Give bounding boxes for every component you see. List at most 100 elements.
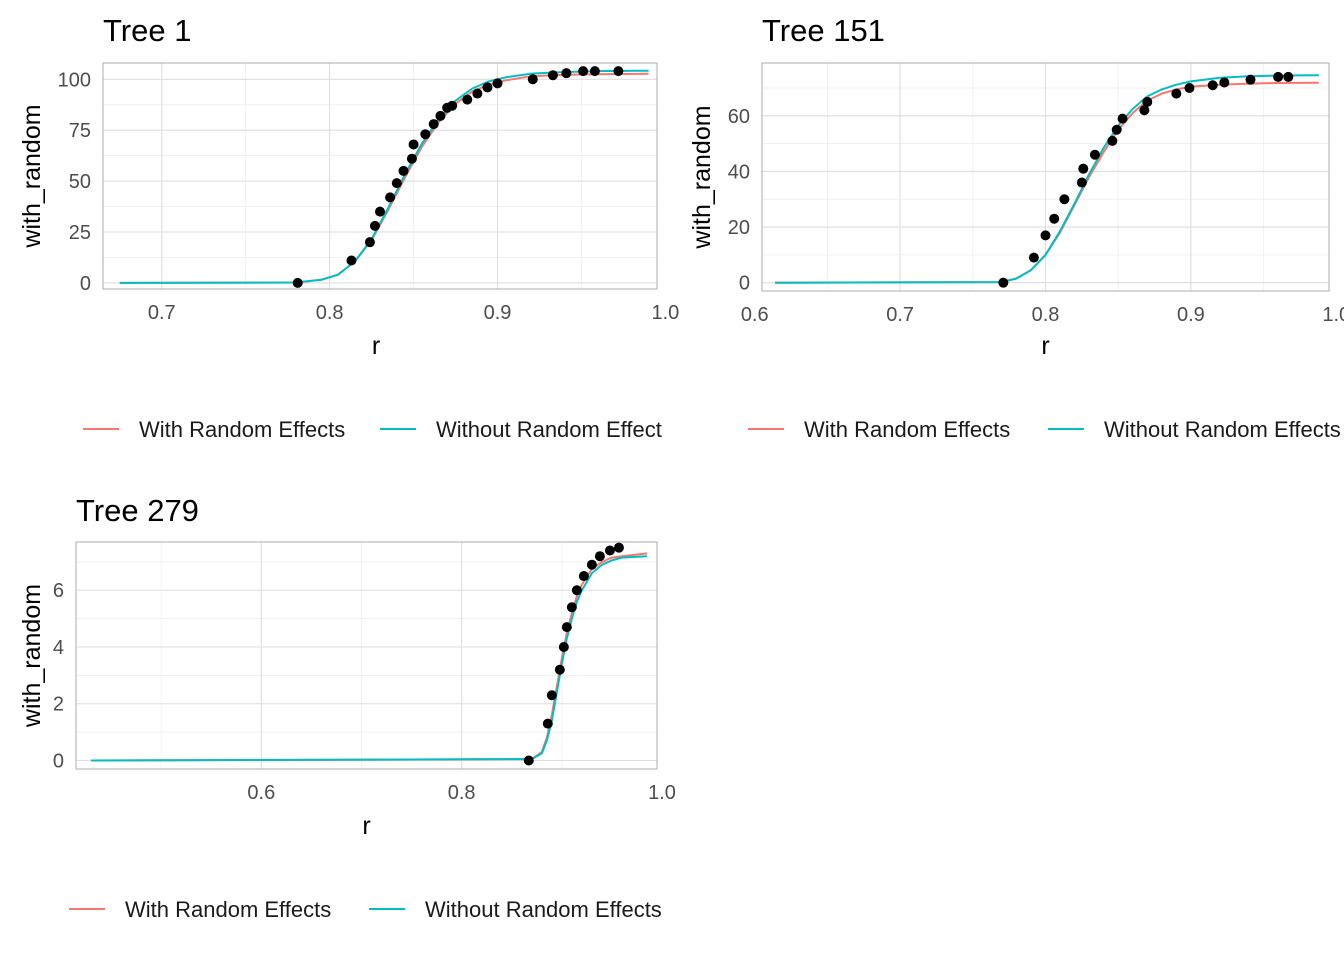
series-line-with-random-effects <box>119 72 649 284</box>
y-tick-label: 0 <box>53 750 64 772</box>
panel-1: Tree 1 0.7 0.8 0.9 1.0 0 25 50 75 100 r with_random… <box>18 13 679 442</box>
chart-title: Tree 1 <box>103 13 191 48</box>
data-point <box>589 66 600 77</box>
x-tick-label: 0.8 <box>1032 304 1060 326</box>
data-point <box>428 119 439 130</box>
data-point <box>578 571 589 582</box>
data-point <box>292 277 303 288</box>
data-point <box>1059 194 1070 205</box>
x-tick-label: 1.0 <box>648 782 676 804</box>
data-point <box>385 192 396 203</box>
y-tick-label: 2 <box>53 694 64 716</box>
data-point <box>578 66 589 77</box>
data-point <box>1171 88 1182 99</box>
x-tick-label: 1.0 <box>1322 304 1344 326</box>
data-point <box>391 178 402 189</box>
data-point <box>604 545 615 556</box>
data-point <box>1040 230 1051 241</box>
data-point <box>1142 96 1153 107</box>
legend-label: Without Random Effects <box>425 897 662 922</box>
data-point <box>375 206 385 217</box>
data-point <box>1117 113 1128 124</box>
data-point <box>435 110 446 121</box>
y-axis-label: with_random <box>688 105 716 249</box>
data-point <box>1219 77 1230 88</box>
x-tick-label: 0.9 <box>484 302 512 324</box>
legend-label: Without Random Effect <box>436 417 662 442</box>
legend-label: With Random Effects <box>804 417 1010 442</box>
data-point <box>408 139 419 150</box>
y-tick-label: 50 <box>69 171 91 193</box>
y-tick-label: 25 <box>69 222 91 244</box>
data-point <box>561 622 572 633</box>
legend-label: With Random Effects <box>139 417 345 442</box>
data-point <box>554 664 565 675</box>
chart-title: Tree 279 <box>76 493 199 528</box>
y-axis-label: with_random <box>18 104 46 248</box>
data-point <box>1107 135 1118 146</box>
data-point <box>558 641 569 652</box>
data-point <box>523 755 534 766</box>
data-point <box>420 129 431 140</box>
x-tick-label: 0.6 <box>741 304 769 326</box>
y-tick-label: 40 <box>728 161 750 183</box>
x-tick-label: 0.9 <box>1177 304 1205 326</box>
data-point <box>1273 71 1284 82</box>
data-point <box>571 585 582 596</box>
data-point <box>1139 105 1150 116</box>
data-point <box>472 88 483 99</box>
data-point <box>1089 149 1100 160</box>
y-tick-label: 4 <box>53 637 64 659</box>
y-tick-label: 0 <box>80 273 91 295</box>
data-point <box>1184 83 1195 94</box>
data-point <box>1078 163 1089 174</box>
data-point <box>492 78 503 89</box>
legend-label: Without Random Effects <box>1104 417 1341 442</box>
data-point <box>482 82 493 93</box>
data-point <box>594 551 605 562</box>
y-tick-label: 60 <box>728 106 750 128</box>
data-point <box>1245 74 1256 85</box>
series-line-without-random-effects <box>119 69 649 284</box>
data-point <box>613 542 624 553</box>
x-tick-label: 0.8 <box>448 782 476 804</box>
y-tick-label: 75 <box>69 120 91 142</box>
data-point <box>406 153 417 164</box>
series-line-without-random-effects <box>775 74 1319 284</box>
plot-panel-border <box>761 62 1330 292</box>
data-point <box>398 165 409 176</box>
x-tick-label: 0.7 <box>886 304 914 326</box>
data-point <box>462 94 473 105</box>
y-tick-label: 20 <box>728 217 750 239</box>
legend-label: With Random Effects <box>125 897 331 922</box>
data-point <box>364 237 375 248</box>
data-point <box>547 70 558 81</box>
plot-panel-border <box>75 541 658 770</box>
y-tick-label: 100 <box>58 69 91 91</box>
data-point <box>586 559 597 570</box>
data-point <box>613 66 624 77</box>
data-point <box>1207 80 1218 91</box>
data-point <box>546 690 557 701</box>
data-point <box>369 220 380 231</box>
y-tick-label: 6 <box>53 580 64 602</box>
data-point <box>998 277 1009 288</box>
plot-panel-border <box>102 62 658 290</box>
data-point <box>561 68 572 79</box>
x-tick-label: 0.8 <box>316 302 344 324</box>
legend: With Random Effects Without Random Effect <box>83 417 662 442</box>
data-point <box>447 100 458 111</box>
x-tick-label: 0.6 <box>247 782 275 804</box>
legend: With Random Effects Without Random Effect… <box>69 897 662 922</box>
data-point <box>1028 252 1039 263</box>
series-line-without-random-effects <box>90 555 648 762</box>
data-point <box>1111 124 1122 135</box>
y-axis-label: with_random <box>18 584 46 728</box>
legend: With Random Effects Without Random Effect… <box>748 417 1341 442</box>
x-tick-label: 1.0 <box>651 302 679 324</box>
x-tick-label: 0.7 <box>148 302 176 324</box>
x-axis-label: r <box>362 812 370 840</box>
x-axis-label: r <box>1041 332 1049 360</box>
data-point <box>542 718 553 729</box>
